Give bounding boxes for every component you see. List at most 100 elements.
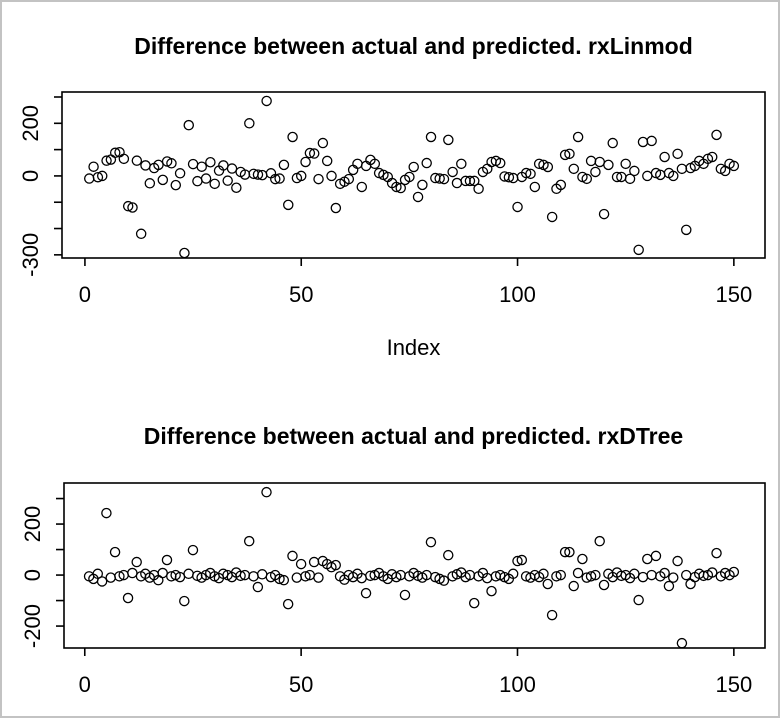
y-axis-tick-label: 200 xyxy=(18,105,43,142)
data-point xyxy=(170,179,182,191)
data-point xyxy=(564,546,575,558)
data-point xyxy=(391,181,402,193)
data-point xyxy=(473,183,484,195)
x-axis-tick-label: 100 xyxy=(499,672,536,697)
x-axis-tick-label: 150 xyxy=(715,672,752,697)
data-point xyxy=(620,158,631,170)
data-point xyxy=(469,175,480,187)
data-point xyxy=(291,572,303,583)
data-point xyxy=(516,554,528,566)
data-point xyxy=(399,589,411,601)
x-axis-tick-label: 150 xyxy=(715,282,752,307)
data-point xyxy=(92,171,104,183)
data-point xyxy=(261,486,272,498)
data-point xyxy=(611,171,623,183)
data-point xyxy=(300,156,311,168)
data-point xyxy=(360,587,372,599)
data-point xyxy=(226,163,238,174)
data-point xyxy=(183,119,195,131)
data-point xyxy=(711,129,722,141)
data-point xyxy=(127,202,138,213)
data-point xyxy=(317,137,329,149)
data-point xyxy=(607,137,618,149)
data-point xyxy=(681,224,692,236)
data-point xyxy=(287,131,298,143)
data-point xyxy=(96,576,108,587)
data-point xyxy=(637,571,649,583)
data-point xyxy=(205,156,216,168)
data-point xyxy=(200,173,212,184)
x-axis-tick-label: 0 xyxy=(79,282,91,307)
data-point xyxy=(417,179,428,191)
data-point xyxy=(252,169,264,180)
data-point xyxy=(438,173,450,185)
data-point xyxy=(546,609,558,621)
x-axis-tick-label: 0 xyxy=(79,672,91,697)
data-point xyxy=(330,559,341,571)
data-point xyxy=(728,566,740,578)
data-point xyxy=(680,569,692,581)
y-axis-tick-label: 0 xyxy=(18,170,43,182)
data-point xyxy=(122,592,134,604)
data-point xyxy=(494,157,506,169)
x-axis-tick-label: 50 xyxy=(289,672,313,697)
data-point xyxy=(179,595,190,607)
data-point xyxy=(270,173,281,185)
data-point xyxy=(321,155,333,167)
data-point xyxy=(525,168,536,180)
data-point xyxy=(135,228,147,240)
data-point xyxy=(685,578,696,590)
data-point xyxy=(434,173,445,184)
y-axis-tick-label: -300 xyxy=(18,233,43,277)
data-point xyxy=(308,148,320,159)
data-point xyxy=(209,178,220,190)
data-point xyxy=(659,151,670,163)
data-point xyxy=(244,118,255,129)
data-point xyxy=(88,161,99,172)
data-point xyxy=(395,182,406,194)
data-point xyxy=(542,578,554,590)
data-point xyxy=(295,170,307,182)
data-point xyxy=(235,570,246,582)
data-point xyxy=(559,149,571,161)
y-axis-tick-label: -200 xyxy=(20,604,45,648)
data-point xyxy=(330,202,342,214)
data-point xyxy=(248,571,259,582)
data-point xyxy=(109,147,121,159)
data-point xyxy=(464,175,476,187)
data-point xyxy=(101,155,112,166)
y-axis-tick-label: 0 xyxy=(20,569,45,581)
data-point xyxy=(438,575,450,586)
data-point xyxy=(105,572,116,583)
data-point xyxy=(179,247,190,259)
chart-title-rxlinmod: Difference between actual and predicted.… xyxy=(134,33,693,59)
data-point xyxy=(256,569,268,580)
data-point xyxy=(295,558,307,570)
y-axis-tick-label: 200 xyxy=(20,506,45,543)
data-point xyxy=(161,554,173,566)
data-point xyxy=(507,568,519,580)
data-point xyxy=(551,571,562,582)
data-point xyxy=(127,567,138,579)
data-point xyxy=(706,567,718,578)
data-point xyxy=(468,597,480,609)
data-point xyxy=(174,168,186,179)
data-point xyxy=(585,571,597,582)
data-point xyxy=(706,151,718,163)
data-point xyxy=(122,200,134,212)
data-point xyxy=(287,550,298,562)
data-point xyxy=(590,166,601,178)
data-point xyxy=(408,161,419,173)
data-point xyxy=(603,159,614,171)
data-point xyxy=(672,555,683,567)
data-point xyxy=(283,199,294,211)
data-point xyxy=(555,569,567,581)
data-point xyxy=(447,166,458,178)
data-point xyxy=(313,173,324,185)
data-point xyxy=(503,171,515,183)
data-point xyxy=(598,579,610,591)
data-point xyxy=(512,201,523,213)
data-point xyxy=(222,175,233,186)
